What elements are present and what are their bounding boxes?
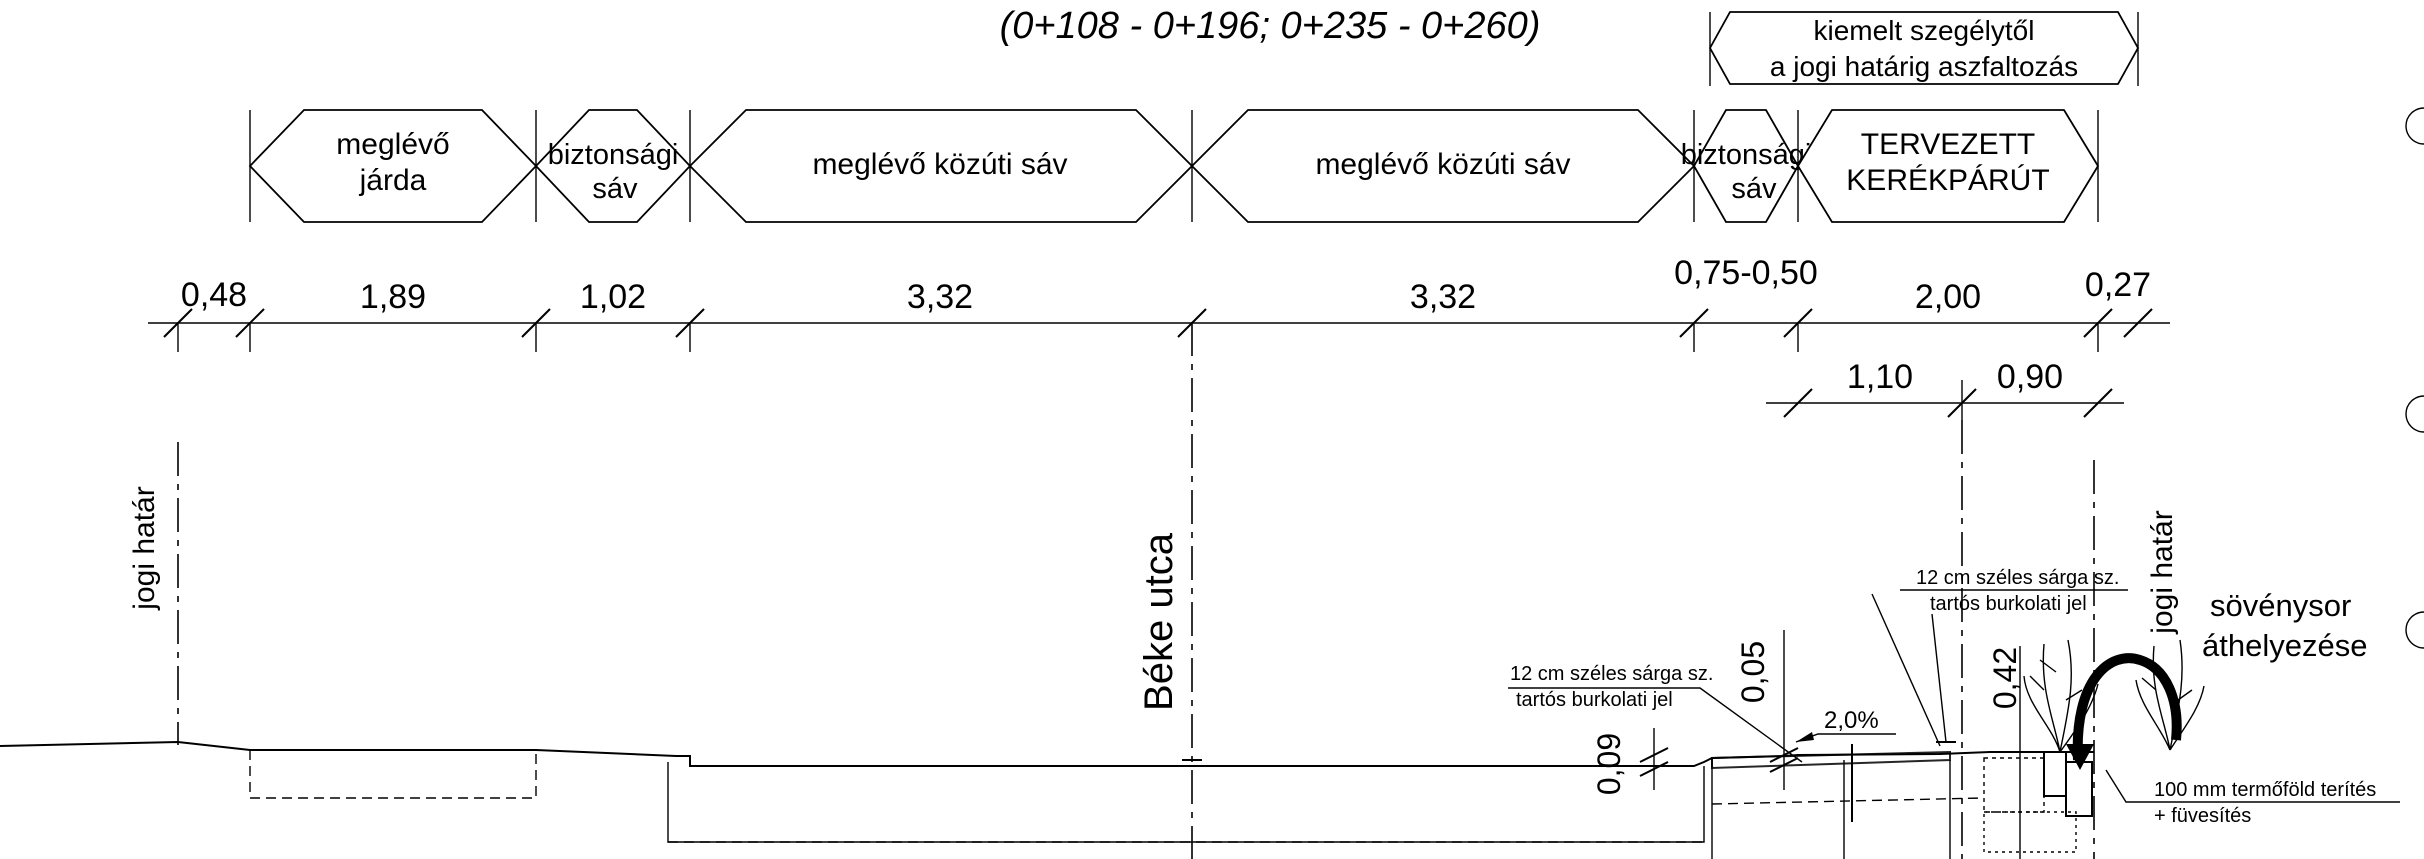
- zone-label-kozuti-2: meglévő közúti sáv: [1315, 148, 1570, 181]
- marking-note-left-line2: tartós burkolati jel: [1516, 689, 1673, 711]
- zone-label-biztonsagi-left-1: biztonsági: [548, 139, 679, 171]
- dim-1-89: 1,89: [360, 278, 426, 316]
- dimension-line-main: 0,48 1,89 1,02 3,32 3,32 0,75-0,50 2,00 …: [148, 254, 2170, 352]
- soil-note-line1: 100 mm termőföld terítés: [2154, 779, 2376, 801]
- vdim-0-05: 0,05: [1735, 641, 1771, 703]
- paving-note-line1: kiemelt szegélytől: [1814, 15, 2035, 46]
- vdim-0-09: 0,09: [1591, 733, 1627, 795]
- zone-shape-kerekparut: [1796, 109, 2100, 223]
- zone-label-biztonsagi-right-1: biztonsági: [1681, 139, 1812, 171]
- section-title: (0+108 - 0+196; 0+235 - 0+260): [1000, 5, 1541, 47]
- vertical-dimensions: 0,09 0,05 0,42: [1591, 630, 2023, 859]
- paving-note-line2: a jogi határig aszfaltozás: [1770, 51, 2078, 82]
- legal-boundary-left: jogi határ: [128, 486, 161, 610]
- kerb-block: [1983, 757, 2045, 813]
- soil-note-line2: + füvesítés: [2154, 805, 2251, 827]
- zone-label-biztonsagi-left-2: sáv: [592, 173, 638, 205]
- dim-3-32-a: 3,32: [907, 278, 973, 316]
- hedge-relocation-arrow: [2072, 653, 2182, 761]
- dim-1-10: 1,10: [1847, 358, 1913, 396]
- slope-indicator: 2,0%: [1795, 707, 1896, 822]
- dim-0-75-0-50: 0,75-0,50: [1674, 254, 1818, 292]
- legal-boundary-right: jogi határ: [2146, 510, 2179, 634]
- dim-1-02: 1,02: [580, 278, 646, 316]
- dim-0-27: 0,27: [2085, 266, 2151, 304]
- dim-0-90: 0,90: [1997, 358, 2063, 396]
- marking-note-left-line1: 12 cm széles sárga sz.: [1510, 663, 1713, 685]
- dim-3-32-b: 3,32: [1410, 278, 1476, 316]
- zone-label-biztonsagi-right-2: sáv: [1731, 173, 1777, 205]
- dimension-line-sub: 1,10 0,90: [1766, 358, 2124, 420]
- marking-note-left: 12 cm széles sárga sz. tartós burkolati …: [1508, 663, 1803, 763]
- hedge-note-line1: sövénysor: [2210, 588, 2351, 623]
- dim-2-00: 2,00: [1915, 278, 1981, 316]
- vdim-0-42: 0,42: [1987, 647, 2023, 709]
- zone-label-kerekparut-1: TERVEZETT: [1861, 128, 2035, 161]
- zone-label-jarda-1: meglévő: [336, 128, 449, 161]
- zone-label-jarda-2: járda: [359, 164, 427, 197]
- marking-note-right-line2: tartós burkolati jel: [1930, 593, 2087, 615]
- zone-band: meglévő járda biztonsági sáv meglévő köz…: [248, 109, 2100, 223]
- zone-label-kerekparut-2: KERÉKPÁRÚT: [1846, 164, 2049, 197]
- zone-label-kozuti-1: meglévő közúti sáv: [812, 148, 1067, 181]
- soil-note: 100 mm termőföld terítés + füvesítés: [2105, 769, 2400, 827]
- hedge-note-line2: áthelyezése: [2202, 628, 2367, 663]
- marking-note-right-line1: 12 cm széles sárga sz.: [1916, 567, 2119, 589]
- paving-note: kiemelt szegélytől a jogi határig aszfal…: [1708, 11, 2140, 86]
- street-name: Béke utca: [1137, 532, 1181, 711]
- slope-value: 2,0%: [1824, 707, 1879, 734]
- road-profile: [0, 740, 2094, 859]
- dim-0-48: 0,48: [181, 276, 247, 314]
- margin-markers: [2405, 107, 2424, 649]
- marking-note-right: 12 cm széles sárga sz. tartós burkolati …: [1871, 567, 2128, 747]
